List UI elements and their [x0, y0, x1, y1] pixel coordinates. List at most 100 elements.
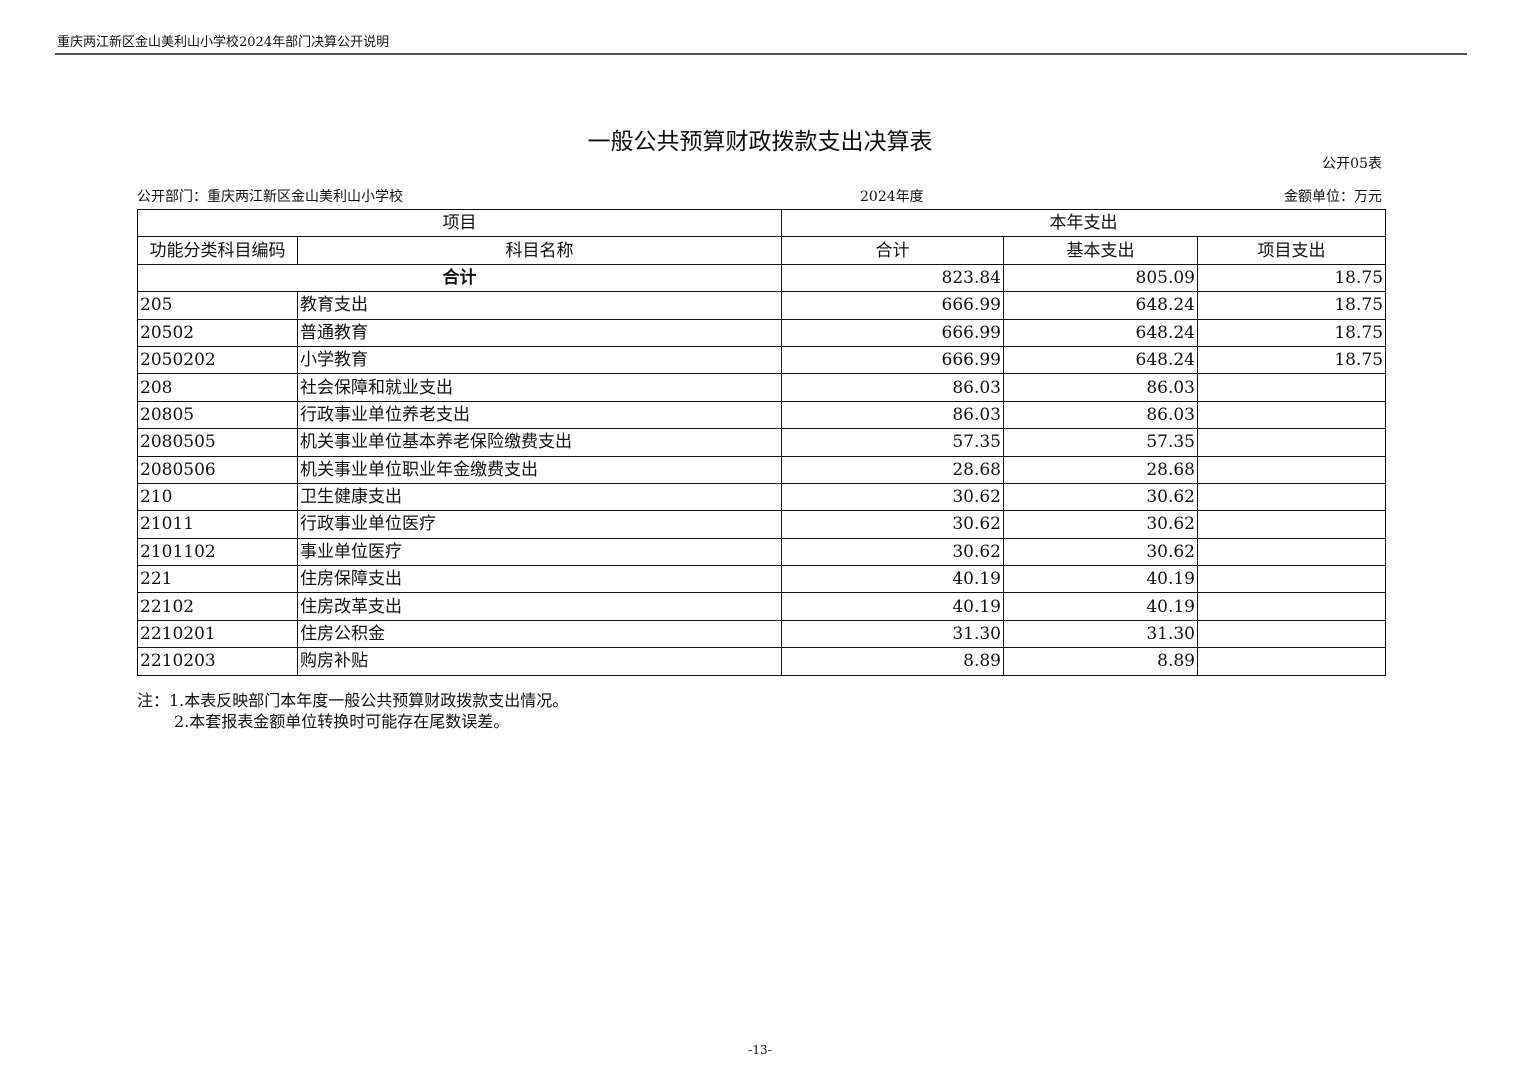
running-header: 重庆两江新区金山美利山小学校2024年部门决算公开说明	[57, 35, 390, 50]
col-header-basic: 基本支出	[1003, 236, 1198, 265]
cell-code: 2050202	[137, 345, 298, 375]
cell-name: 普通教育	[297, 318, 782, 347]
cell-project	[1196, 482, 1387, 512]
cell-name: 行政事业单位养老支出	[297, 400, 782, 430]
cell-basic: 648.24	[1003, 345, 1198, 375]
expenditure-table: 项目 本年支出 功能分类科目编码 科目名称 合计 基本支出 项目支出 合计 82…	[137, 208, 1387, 676]
table-row: 22102 住房改革支出 40.19 40.19	[137, 592, 1387, 621]
unit-label: 金额单位：万元	[1284, 189, 1382, 205]
year-label: 2024年度	[860, 189, 924, 205]
table-row: 221 住房保障支出 40.19 40.19	[137, 565, 1387, 594]
cell-name: 卫生健康支出	[297, 482, 782, 512]
table-row: 2210201 住房公积金 31.30 31.30	[137, 619, 1387, 649]
cell-total: 30.62	[781, 537, 1004, 567]
cell-name: 购房补贴	[297, 647, 782, 676]
total-label: 合计	[137, 263, 782, 293]
cell-project	[1196, 592, 1387, 621]
cell-project: 18.75	[1196, 291, 1387, 320]
cell-code: 208	[137, 373, 298, 402]
cell-project	[1196, 510, 1387, 539]
table-row: 2080506 机关事业单位职业年金缴费支出 28.68 28.68	[137, 455, 1387, 484]
cell-total: 57.35	[781, 428, 1004, 457]
cell-total: 86.03	[781, 400, 1004, 430]
table-row: 210 卫生健康支出 30.62 30.62	[137, 482, 1387, 512]
cell-code: 21011	[137, 510, 298, 539]
cell-name: 小学教育	[297, 345, 782, 375]
cell-project: 18.75	[1196, 345, 1387, 375]
total-project: 18.75	[1196, 263, 1387, 293]
col-header-name: 科目名称	[297, 236, 782, 265]
cell-basic: 31.30	[1003, 619, 1198, 649]
cell-code: 210	[137, 482, 298, 512]
cell-project	[1196, 647, 1387, 676]
cell-basic: 57.35	[1003, 428, 1198, 457]
cell-name: 教育支出	[297, 291, 782, 320]
total-basic: 805.09	[1003, 263, 1198, 293]
note-2: 2.本套报表金额单位转换时可能存在尾数误差。	[174, 712, 510, 731]
cell-project	[1196, 619, 1387, 649]
cell-project	[1196, 455, 1387, 484]
cell-total: 40.19	[781, 565, 1004, 594]
cell-name: 住房公积金	[297, 619, 782, 649]
cell-name: 行政事业单位医疗	[297, 510, 782, 539]
cell-name: 机关事业单位基本养老保险缴费支出	[297, 428, 782, 457]
table-row: 2050202 小学教育 666.99 648.24 18.75	[137, 345, 1387, 375]
page-number: -13-	[748, 1043, 772, 1057]
cell-project	[1196, 537, 1387, 567]
cell-code: 2101102	[137, 537, 298, 567]
column-header-row: 功能分类科目编码 科目名称 合计 基本支出 项目支出	[137, 236, 1387, 265]
cell-code: 2080505	[137, 428, 298, 457]
table-row: 21011 行政事业单位医疗 30.62 30.62	[137, 510, 1387, 539]
cell-basic: 30.62	[1003, 510, 1198, 539]
cell-code: 22102	[137, 592, 298, 621]
total-total: 823.84	[781, 263, 1004, 293]
cell-total: 86.03	[781, 373, 1004, 402]
form-number: 公开05表	[1322, 156, 1382, 172]
group-header-current-year: 本年支出	[780, 208, 1387, 238]
cell-name: 机关事业单位职业年金缴费支出	[297, 455, 782, 484]
col-header-total: 合计	[781, 236, 1004, 265]
cell-basic: 28.68	[1003, 455, 1198, 484]
cell-code: 20805	[137, 400, 298, 430]
cell-total: 666.99	[781, 291, 1004, 320]
group-header-row: 项目 本年支出	[137, 208, 1387, 238]
table-row: 205 教育支出 666.99 648.24 18.75	[137, 291, 1387, 320]
cell-total: 40.19	[781, 592, 1004, 621]
cell-project	[1196, 428, 1387, 457]
cell-name: 事业单位医疗	[297, 537, 782, 567]
page-title: 一般公共预算财政拨款支出决算表	[587, 129, 933, 155]
cell-basic: 30.62	[1003, 537, 1198, 567]
cell-basic: 8.89	[1003, 647, 1198, 676]
col-header-project: 项目支出	[1196, 236, 1387, 265]
notes: 注：1.本表反映部门本年度一般公共预算财政拨款支出情况。 2.本套报表金额单位转…	[137, 690, 568, 732]
cell-total: 28.68	[781, 455, 1004, 484]
cell-code: 221	[137, 565, 298, 594]
cell-total: 666.99	[781, 345, 1004, 375]
cell-basic: 648.24	[1003, 291, 1198, 320]
group-header-item: 项目	[137, 208, 782, 238]
cell-project	[1196, 565, 1387, 594]
table-row: 208 社会保障和就业支出 86.03 86.03	[137, 373, 1387, 402]
cell-total: 666.99	[781, 318, 1004, 347]
table-row: 20502 普通教育 666.99 648.24 18.75	[137, 318, 1387, 347]
cell-code: 20502	[137, 318, 298, 347]
table-row: 20805 行政事业单位养老支出 86.03 86.03	[137, 400, 1387, 430]
cell-total: 30.62	[781, 510, 1004, 539]
table-row: 2080505 机关事业单位基本养老保险缴费支出 57.35 57.35	[137, 428, 1387, 457]
cell-name: 住房保障支出	[297, 565, 782, 594]
cell-total: 30.62	[781, 482, 1004, 512]
header-divider	[55, 53, 1467, 55]
table-row: 2210203 购房补贴 8.89 8.89	[137, 647, 1387, 676]
table-row: 2101102 事业单位医疗 30.62 30.62	[137, 537, 1387, 567]
col-header-code: 功能分类科目编码	[137, 236, 298, 265]
cell-total: 31.30	[781, 619, 1004, 649]
cell-code: 2080506	[137, 455, 298, 484]
cell-project	[1196, 373, 1387, 402]
cell-basic: 30.62	[1003, 482, 1198, 512]
cell-project	[1196, 400, 1387, 430]
cell-basic: 648.24	[1003, 318, 1198, 347]
cell-basic: 86.03	[1003, 373, 1198, 402]
note-1: 注：1.本表反映部门本年度一般公共预算财政拨款支出情况。	[137, 691, 569, 710]
cell-code: 2210201	[137, 619, 298, 649]
cell-code: 205	[137, 291, 298, 320]
